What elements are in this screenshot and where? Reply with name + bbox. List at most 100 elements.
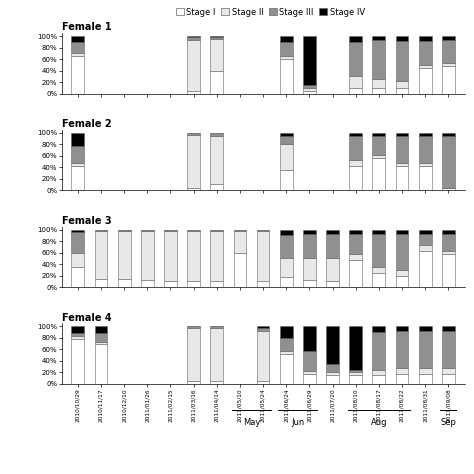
- Bar: [72, 333, 84, 336]
- Bar: [349, 375, 362, 384]
- Bar: [373, 332, 385, 370]
- Bar: [280, 229, 292, 236]
- Bar: [442, 368, 455, 374]
- Bar: [419, 68, 431, 94]
- Bar: [349, 133, 362, 137]
- Bar: [373, 234, 385, 267]
- Bar: [419, 133, 431, 136]
- Bar: [257, 328, 269, 331]
- Bar: [280, 170, 292, 191]
- Bar: [349, 229, 362, 234]
- Bar: [442, 136, 455, 188]
- Bar: [442, 331, 455, 368]
- Bar: [419, 251, 431, 287]
- Bar: [164, 282, 177, 287]
- Bar: [118, 279, 130, 287]
- Text: Female 3: Female 3: [62, 216, 111, 226]
- Bar: [303, 280, 316, 287]
- Bar: [303, 229, 316, 234]
- Bar: [419, 245, 431, 251]
- Bar: [396, 234, 409, 270]
- Bar: [349, 76, 362, 88]
- Bar: [373, 157, 385, 191]
- Bar: [280, 36, 292, 42]
- Bar: [95, 231, 107, 279]
- Bar: [373, 375, 385, 384]
- Bar: [72, 56, 84, 94]
- Bar: [280, 277, 292, 287]
- Bar: [280, 136, 292, 145]
- Bar: [210, 231, 223, 282]
- Bar: [210, 381, 223, 384]
- Bar: [210, 137, 223, 183]
- Bar: [210, 71, 223, 94]
- Bar: [303, 234, 316, 258]
- Bar: [187, 231, 200, 282]
- Bar: [141, 280, 154, 287]
- Bar: [164, 229, 177, 231]
- Bar: [187, 328, 200, 381]
- Bar: [303, 374, 316, 384]
- Bar: [95, 229, 107, 231]
- Bar: [303, 88, 316, 91]
- Bar: [396, 81, 409, 88]
- Bar: [326, 258, 339, 282]
- Bar: [442, 326, 455, 331]
- Bar: [396, 164, 409, 166]
- Bar: [141, 231, 154, 280]
- Bar: [396, 331, 409, 368]
- Bar: [280, 258, 292, 277]
- Bar: [373, 40, 385, 79]
- Bar: [187, 135, 200, 188]
- Bar: [349, 166, 362, 191]
- Bar: [280, 59, 292, 94]
- Bar: [396, 270, 409, 276]
- Bar: [187, 282, 200, 287]
- Bar: [72, 146, 84, 164]
- Bar: [234, 229, 246, 231]
- Bar: [373, 155, 385, 157]
- Legend: Stage I, Stage II, Stage III, Stage IV: Stage I, Stage II, Stage III, Stage IV: [173, 4, 368, 20]
- Bar: [210, 36, 223, 37]
- Bar: [257, 231, 269, 282]
- Bar: [187, 91, 200, 94]
- Bar: [442, 133, 455, 136]
- Bar: [373, 273, 385, 287]
- Text: Aug: Aug: [371, 418, 387, 427]
- Bar: [373, 326, 385, 332]
- Bar: [419, 166, 431, 191]
- Bar: [326, 373, 339, 375]
- Bar: [396, 374, 409, 384]
- Bar: [442, 40, 455, 63]
- Bar: [349, 161, 362, 166]
- Bar: [257, 381, 269, 384]
- Bar: [72, 326, 84, 333]
- Bar: [373, 133, 385, 137]
- Bar: [280, 133, 292, 136]
- Bar: [118, 231, 130, 279]
- Bar: [419, 164, 431, 166]
- Text: Female 2: Female 2: [62, 119, 111, 129]
- Bar: [210, 282, 223, 287]
- Bar: [419, 65, 431, 68]
- Bar: [396, 276, 409, 287]
- Bar: [419, 368, 431, 374]
- Bar: [280, 42, 292, 56]
- Bar: [349, 254, 362, 260]
- Bar: [72, 54, 84, 56]
- Bar: [419, 136, 431, 164]
- Bar: [210, 326, 223, 328]
- Bar: [187, 40, 200, 91]
- Bar: [326, 326, 339, 364]
- Bar: [210, 39, 223, 71]
- Bar: [210, 133, 223, 137]
- Bar: [280, 354, 292, 384]
- Bar: [72, 164, 84, 166]
- Bar: [72, 232, 84, 253]
- Bar: [257, 229, 269, 231]
- Bar: [442, 36, 455, 40]
- Bar: [187, 326, 200, 328]
- Bar: [349, 88, 362, 94]
- Bar: [72, 339, 84, 384]
- Bar: [72, 166, 84, 191]
